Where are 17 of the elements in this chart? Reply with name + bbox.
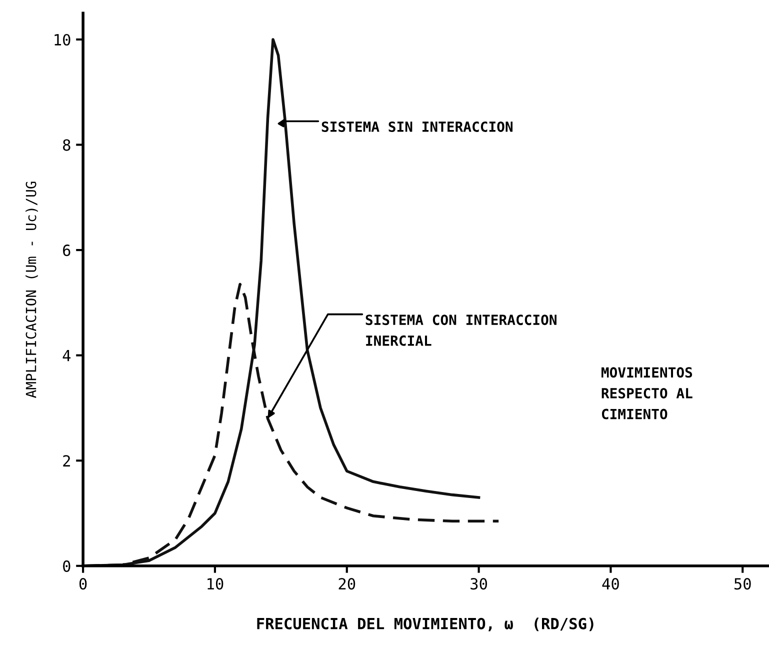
x-tick-label: 50 bbox=[734, 578, 751, 590]
y-tick-label: 6 bbox=[63, 244, 70, 256]
y-tick-label: 8 bbox=[63, 139, 70, 151]
x-tick-label: 40 bbox=[602, 578, 619, 590]
x-axis-title: FRECUENCIA DEL MOVIMIENTO, ω (RD/SG) bbox=[257, 618, 594, 632]
y-tick-label: 0 bbox=[63, 560, 70, 572]
y-tick-label: 4 bbox=[62, 350, 71, 362]
x-tick-label: 30 bbox=[470, 578, 487, 590]
annotation: MOVIMIENTOS RESPECTO AL CIMIENTO bbox=[602, 367, 692, 420]
x-tick-label: 0 bbox=[79, 578, 87, 590]
x-tick-label: 20 bbox=[338, 578, 356, 590]
y-axis-title: AMPLIFICACION (Um - Uc)/UG bbox=[26, 182, 38, 398]
annotation: SISTEMA SIN INTERACCION bbox=[322, 121, 512, 132]
y-tick-label: 2 bbox=[63, 455, 70, 466]
x-tick-label: 10 bbox=[208, 578, 224, 590]
y-tick-label: 10 bbox=[54, 34, 70, 46]
annotation: SISTEMA CON INTERACCION INERCIAL bbox=[366, 314, 556, 346]
